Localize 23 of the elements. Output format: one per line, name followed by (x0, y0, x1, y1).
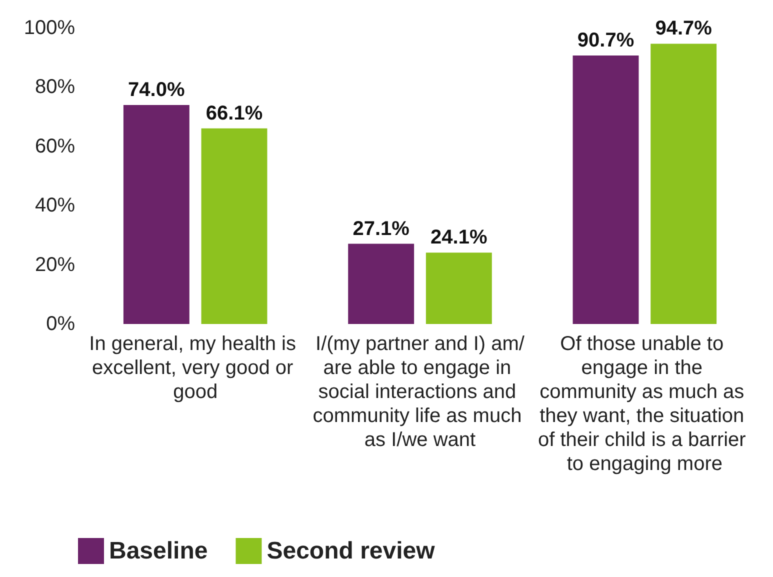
data-label: 74.0% (128, 78, 185, 101)
y-tick-label: 100% (24, 17, 76, 39)
legend-label: Second review (266, 538, 436, 564)
data-label: 90.7% (577, 30, 634, 52)
y-tick-label: 0% (46, 313, 76, 335)
x-tick-label: Of those unable to engage in the community as much as they want, the situation of their child is a barrier to engaging more (538, 333, 752, 475)
x-tick-label: I/(my partner and I) am/are able to engage in social interactions and community life as much as I/we want (312, 333, 528, 451)
bar (123, 104, 190, 324)
legend-label: Baseline (109, 538, 208, 564)
data-label: 24.1% (430, 226, 488, 249)
bar (572, 56, 639, 324)
data-label: 66.1% (206, 102, 263, 124)
x-tick-label: In general, my health is excellent, very good or good (89, 333, 302, 403)
data-label: 94.7% (655, 18, 712, 40)
bar (201, 128, 268, 324)
bar (348, 244, 414, 324)
y-tick-label: 80% (34, 76, 76, 98)
bar (650, 44, 717, 324)
data-label: 27.1% (352, 218, 410, 240)
bar (426, 252, 492, 324)
y-tick-label: 20% (34, 254, 76, 276)
y-tick-label: 40% (34, 194, 76, 217)
y-tick-label: 60% (34, 135, 76, 158)
